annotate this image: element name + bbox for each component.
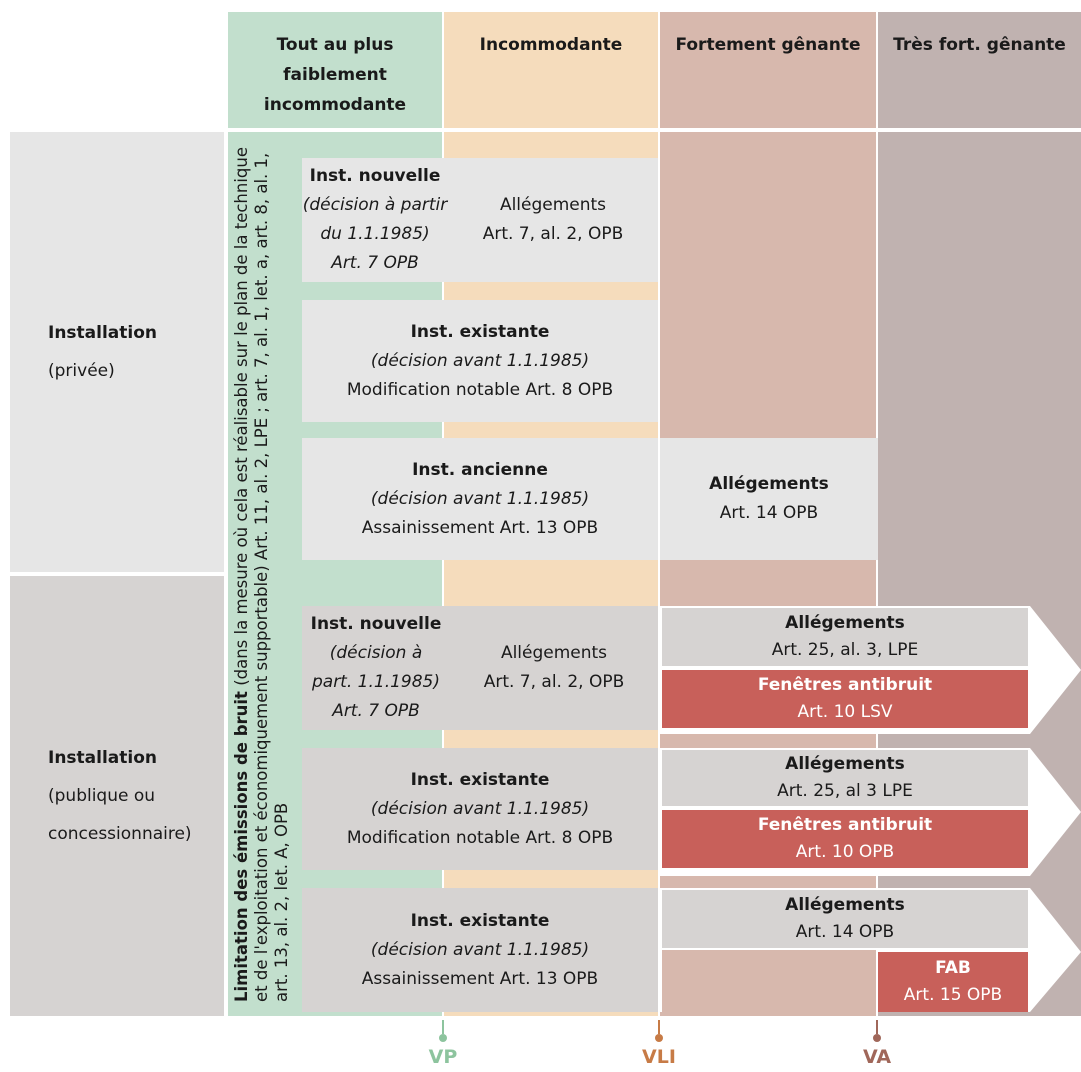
box-q3a-l1: Allégements: [785, 895, 905, 915]
box-p2-l3: Modification notable Art. 8 OPB: [346, 379, 614, 400]
box-q2-l1: Inst. existante: [410, 769, 550, 790]
box-q3-gap: [662, 950, 876, 1012]
header-col2-text: Incommodante: [479, 35, 623, 55]
box-q2-relief: Allégements Art. 25, al 3 LPE: [662, 750, 1028, 806]
box-p1-l2: (décision à partir: [302, 195, 448, 215]
box-q1-l4: Art. 7 OPB: [332, 701, 420, 721]
box-private-new: Inst. nouvelle (décision à partir du 1.1…: [302, 158, 658, 282]
box-q2-l2: (décision avant 1.1.1985): [370, 798, 590, 819]
box-q2a-l1: Allégements: [785, 754, 905, 774]
box-q1f-l1: Fenêtres antibruit: [757, 675, 933, 695]
box-q1r-l1: Allégements: [500, 643, 608, 663]
box-p2-l2: (décision avant 1.1.1985): [370, 350, 590, 371]
box-q3f-l1: FAB: [935, 958, 971, 978]
header-col4: Très fort. gênante: [878, 12, 1081, 128]
box-p2-l1: Inst. existante: [410, 321, 550, 342]
header-divider: [0, 128, 1081, 132]
box-p3-l3: Assainissement Art. 13 OPB: [361, 517, 599, 538]
header-col4-text: Très fort. gênante: [893, 35, 1066, 55]
header-col3-text: Fortement gênante: [675, 35, 861, 55]
vertical-label: Limitation des émissions de bruit (dans …: [228, 130, 296, 1010]
box-q1-l3: part. 1.1.1985): [311, 672, 440, 692]
marker-va: VA: [862, 1046, 892, 1068]
box-q3-relief: Allégements Art. 14 OPB: [662, 890, 1028, 948]
markers-svg: [439, 1020, 881, 1042]
box-q1-l2: (décision à: [329, 643, 423, 663]
row-public-sub2: concessionnaire): [48, 824, 192, 844]
header-col1: Tout au plus faiblement incommodante: [228, 12, 442, 128]
header-col2: Incommodante: [444, 12, 658, 128]
vli-dot: [655, 1034, 663, 1042]
box-q3f-l2: Art. 15 OPB: [903, 985, 1003, 1005]
row-label-public: Installation (publique ou concessionnair…: [10, 576, 224, 1016]
box-q1-relief: Allégements Art. 25, al. 3, LPE: [662, 608, 1028, 666]
row-public-sub1: (publique ou: [48, 786, 156, 806]
box-p1-l1: Inst. nouvelle: [309, 166, 441, 186]
box-private-old: Inst. ancienne (décision avant 1.1.1985)…: [302, 438, 658, 560]
box-q3-l3: Assainissement Art. 13 OPB: [361, 968, 599, 989]
box-p3r-l2: Art. 14 OPB: [719, 503, 819, 523]
box-q1f-l2: Art. 10 LSV: [797, 702, 893, 722]
marker-vp: VP: [428, 1046, 458, 1068]
vp-dot: [439, 1034, 447, 1042]
box-q2-windows: Fenêtres antibruit Art. 10 OPB: [662, 810, 1028, 868]
box-q3-l2: (décision avant 1.1.1985): [370, 939, 590, 960]
box-q1-windows: Fenêtres antibruit Art. 10 LSV: [662, 670, 1028, 728]
box-p3r-l1: Allégements: [709, 474, 829, 494]
va-dot: [873, 1034, 881, 1042]
box-q2f-l1: Fenêtres antibruit: [757, 815, 933, 835]
box-q3-fab: FAB Art. 15 OPB: [878, 952, 1028, 1012]
box-q2a-l2: Art. 25, al 3 LPE: [777, 781, 913, 801]
box-q1a-l1: Allégements: [785, 613, 905, 633]
vertical-label-bold: Limitation des émissions de bruit: [232, 691, 251, 1002]
row-label-private: Installation (privée): [10, 132, 224, 572]
box-public-new: Inst. nouvelle (décision à part. 1.1.198…: [302, 606, 658, 730]
row-private-sub: (privée): [48, 361, 115, 381]
row-private-title: Installation: [48, 323, 158, 343]
box-p1r-l2: Art. 7, al. 2, OPB: [482, 224, 624, 244]
box-q1r-l2: Art. 7, al. 2, OPB: [483, 672, 625, 692]
box-p1-l3: du 1.1.1985): [320, 224, 430, 244]
row-public-title: Installation: [48, 748, 158, 768]
box-public-existing: Inst. existante (décision avant 1.1.1985…: [302, 748, 658, 870]
marker-vli: VLI: [642, 1046, 676, 1068]
box-public-existing-2: Inst. existante (décision avant 1.1.1985…: [302, 888, 658, 1012]
box-q2-l3: Modification notable Art. 8 OPB: [346, 827, 614, 848]
box-private-existing: Inst. existante (décision avant 1.1.1985…: [302, 300, 658, 422]
header-col1-text: Tout au plus faiblement incommodante: [263, 35, 407, 115]
header-col3: Fortement gênante: [660, 12, 876, 128]
box-q3a-l2: Art. 14 OPB: [795, 922, 895, 942]
box-p1-l4: Art. 7 OPB: [331, 253, 419, 273]
box-q1-l1: Inst. nouvelle: [310, 614, 442, 634]
box-p3-l2: (décision avant 1.1.1985): [370, 488, 590, 509]
box-q1a-l2: Art. 25, al. 3, LPE: [771, 640, 919, 660]
box-q3-l1: Inst. existante: [410, 910, 550, 931]
box-p1r-l1: Allégements: [499, 195, 607, 215]
box-q2f-l2: Art. 10 OPB: [795, 842, 895, 862]
box-private-old-relief: Allégements Art. 14 OPB: [660, 438, 878, 560]
box-p3-l1: Inst. ancienne: [412, 459, 548, 480]
